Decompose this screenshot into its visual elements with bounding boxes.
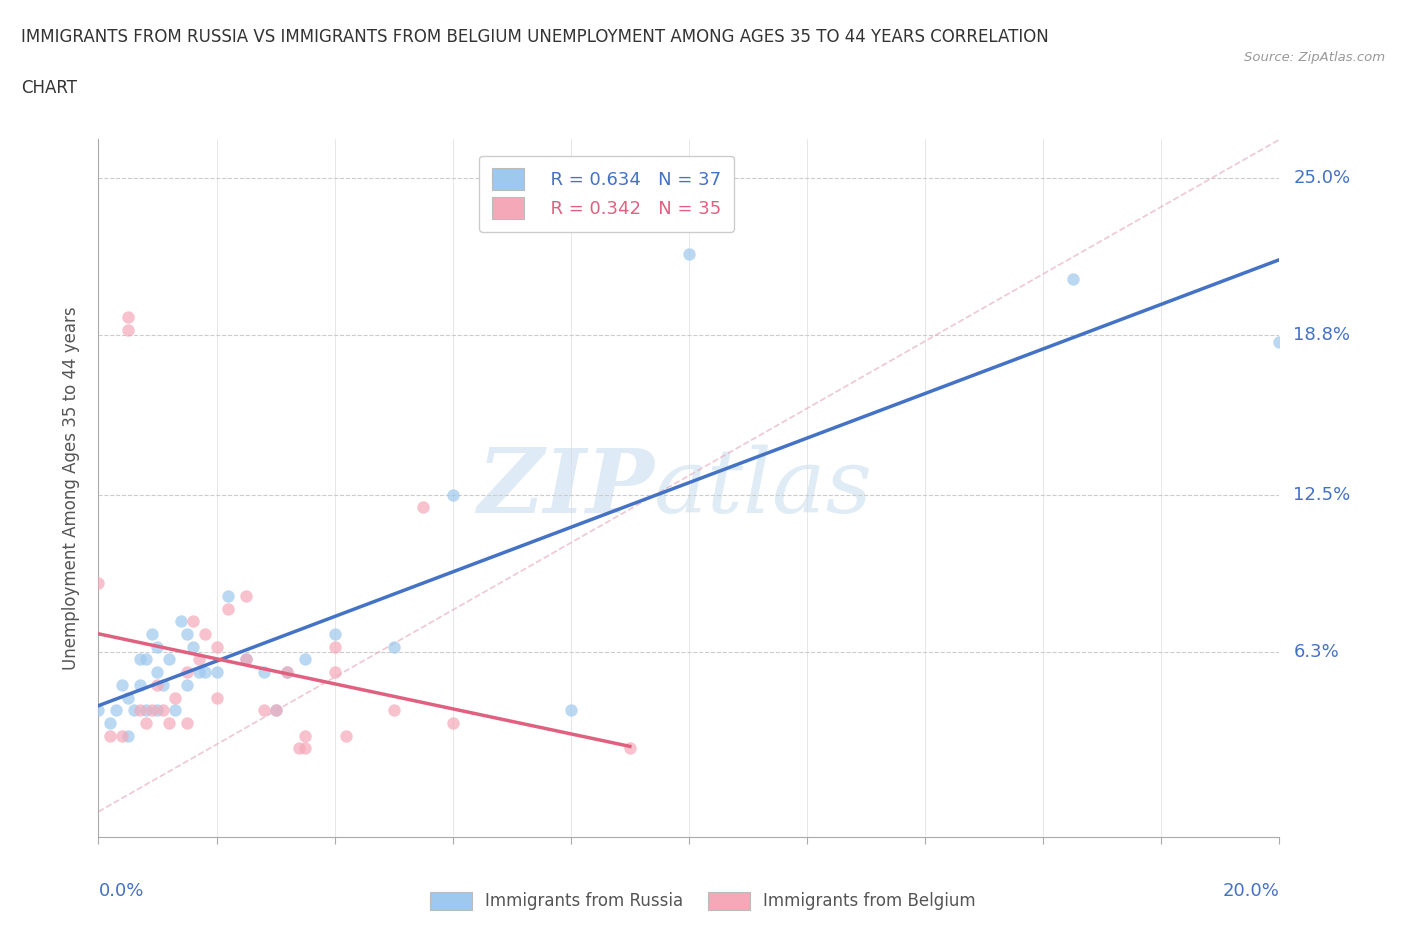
- Point: [294, 741, 316, 756]
- Point: [117, 310, 139, 325]
- Y-axis label: Unemployment Among Ages 35 to 44 years: Unemployment Among Ages 35 to 44 years: [62, 307, 80, 670]
- Text: 6.3%: 6.3%: [1294, 643, 1339, 661]
- Point: [165, 703, 187, 718]
- Point: [187, 665, 209, 680]
- Point: [111, 677, 134, 692]
- Point: [205, 665, 228, 680]
- Point: [176, 715, 198, 730]
- Point: [235, 652, 257, 667]
- Point: [194, 627, 217, 642]
- Point: [235, 589, 257, 604]
- Point: [146, 703, 169, 718]
- Point: [323, 639, 346, 654]
- Point: [205, 639, 228, 654]
- Point: [98, 728, 121, 743]
- Point: [111, 728, 134, 743]
- Point: [194, 665, 217, 680]
- Point: [382, 703, 405, 718]
- Point: [87, 576, 110, 591]
- Point: [135, 715, 157, 730]
- Point: [276, 665, 298, 680]
- Point: [323, 627, 346, 642]
- Text: 20.0%: 20.0%: [1223, 883, 1279, 900]
- Point: [678, 246, 700, 261]
- Point: [264, 703, 287, 718]
- Point: [87, 703, 110, 718]
- Point: [146, 639, 169, 654]
- Point: [128, 677, 150, 692]
- Point: [335, 728, 357, 743]
- Point: [135, 652, 157, 667]
- Text: atlas: atlas: [654, 445, 873, 532]
- Point: [176, 627, 198, 642]
- Point: [135, 703, 157, 718]
- Text: 0.0%: 0.0%: [98, 883, 143, 900]
- Point: [117, 728, 139, 743]
- Point: [276, 665, 298, 680]
- Point: [187, 652, 209, 667]
- Point: [294, 728, 316, 743]
- Point: [146, 677, 169, 692]
- Text: IMMIGRANTS FROM RUSSIA VS IMMIGRANTS FROM BELGIUM UNEMPLOYMENT AMONG AGES 35 TO : IMMIGRANTS FROM RUSSIA VS IMMIGRANTS FRO…: [21, 28, 1049, 46]
- Point: [146, 665, 169, 680]
- Point: [122, 703, 145, 718]
- Point: [157, 652, 180, 667]
- Point: [141, 627, 163, 642]
- Point: [128, 703, 150, 718]
- Point: [176, 665, 198, 680]
- Point: [253, 703, 276, 718]
- Point: [560, 703, 582, 718]
- Point: [205, 690, 228, 705]
- Point: [141, 703, 163, 718]
- Text: Source: ZipAtlas.com: Source: ZipAtlas.com: [1244, 51, 1385, 64]
- Point: [117, 323, 139, 338]
- Point: [323, 665, 346, 680]
- Point: [152, 703, 174, 718]
- Point: [217, 602, 239, 617]
- Point: [619, 741, 641, 756]
- Point: [382, 639, 405, 654]
- Point: [441, 715, 464, 730]
- Legend: Immigrants from Russia, Immigrants from Belgium: Immigrants from Russia, Immigrants from …: [423, 885, 983, 917]
- Point: [288, 741, 311, 756]
- Legend:   R = 0.634   N = 37,   R = 0.342   N = 35: R = 0.634 N = 37, R = 0.342 N = 35: [479, 155, 734, 232]
- Text: ZIP: ZIP: [478, 445, 654, 532]
- Point: [157, 715, 180, 730]
- Text: CHART: CHART: [21, 79, 77, 97]
- Text: 18.8%: 18.8%: [1294, 326, 1350, 344]
- Point: [181, 614, 204, 629]
- Point: [117, 690, 139, 705]
- Point: [181, 639, 204, 654]
- Point: [294, 652, 316, 667]
- Point: [264, 703, 287, 718]
- Text: 25.0%: 25.0%: [1294, 168, 1351, 187]
- Point: [165, 690, 187, 705]
- Point: [152, 677, 174, 692]
- Point: [105, 703, 128, 718]
- Point: [441, 487, 464, 502]
- Point: [253, 665, 276, 680]
- Text: 12.5%: 12.5%: [1294, 485, 1351, 503]
- Point: [170, 614, 193, 629]
- Point: [217, 589, 239, 604]
- Point: [1268, 335, 1291, 350]
- Point: [128, 652, 150, 667]
- Point: [98, 715, 121, 730]
- Point: [1062, 272, 1084, 286]
- Point: [176, 677, 198, 692]
- Point: [412, 499, 434, 514]
- Point: [235, 652, 257, 667]
